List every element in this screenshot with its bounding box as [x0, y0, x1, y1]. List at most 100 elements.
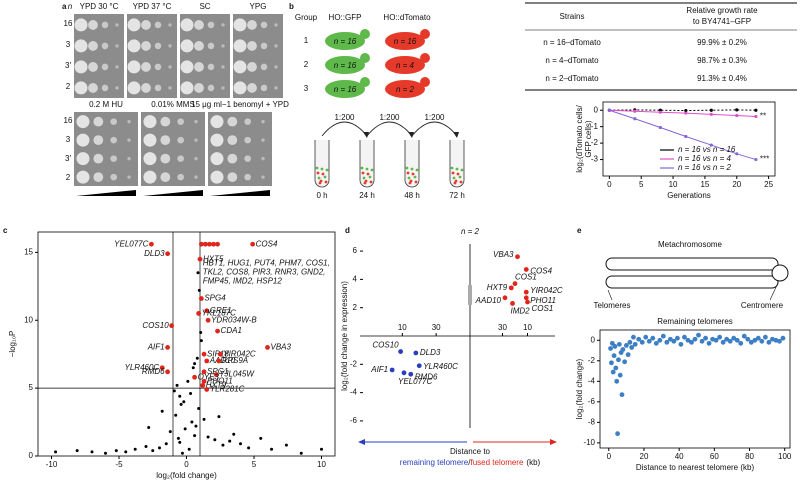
marker: [709, 108, 713, 112]
tomato-bud: [420, 29, 430, 39]
x-tick-label: 80: [745, 452, 754, 461]
point: [629, 345, 635, 350]
dilution-label: 1:200: [334, 113, 355, 122]
point: [609, 360, 614, 366]
row-label: 3′: [65, 61, 71, 70]
series-line: [609, 109, 756, 117]
point-label: AAD10: [475, 296, 502, 305]
point: [180, 451, 184, 455]
colony-spot: [88, 41, 98, 51]
colony-spot: [110, 155, 117, 162]
y-tick-label: -8: [588, 417, 596, 426]
colony-spot: [93, 153, 104, 164]
tomato-cell: [385, 80, 425, 98]
point: [54, 450, 58, 454]
pointer: [607, 289, 613, 301]
colony-spot: [177, 136, 184, 144]
colony-spot: [227, 116, 238, 127]
point: [193, 362, 197, 366]
colony-spot: [194, 83, 204, 93]
gfp-bud: [360, 53, 370, 63]
panel-letter: a: [62, 2, 67, 11]
tube-cell: [321, 172, 325, 176]
point: [178, 440, 182, 444]
x-axis-label-part: remaining telomere: [400, 458, 469, 467]
point: [614, 378, 620, 384]
point-label: IMD2: [511, 307, 531, 316]
colony-spot: [115, 44, 119, 48]
tube-cell: [458, 175, 462, 179]
tube-cell: [369, 180, 373, 184]
colony-spot: [274, 65, 278, 69]
tube-cell: [410, 167, 414, 171]
colony-spot: [247, 83, 257, 93]
dilution-wedge: [143, 190, 203, 196]
colony-spot: [76, 152, 90, 166]
table-cell: n = 2–dTomato: [545, 74, 599, 83]
tube-cell: [459, 180, 463, 184]
marker: [754, 157, 758, 162]
point: [717, 334, 723, 340]
plate-header: YPG: [250, 2, 267, 11]
point: [675, 335, 680, 341]
point: [186, 379, 190, 383]
row-label: 16: [64, 19, 73, 28]
point: [202, 417, 206, 421]
colony-spot: [93, 116, 104, 127]
point: [165, 251, 171, 257]
colony-spot: [274, 86, 278, 90]
point: [612, 344, 618, 349]
tube-cell: [365, 167, 369, 171]
point: [201, 378, 207, 384]
point: [133, 447, 137, 451]
y-axis-label: log₂(dTomato cells/: [575, 104, 584, 172]
colony-spot: [227, 153, 238, 164]
x-tick-label: -5: [115, 460, 123, 469]
point: [104, 451, 107, 455]
point-label: COS10: [142, 321, 169, 330]
panel-letter: e: [577, 226, 582, 235]
colony-spot: [168, 86, 172, 90]
colony-spot: [160, 135, 171, 146]
point: [613, 365, 619, 371]
colony-spot: [93, 135, 104, 146]
legend-label: n = 16 vs n = 4: [678, 154, 731, 163]
colony-spot: [194, 41, 204, 51]
colony-spot: [74, 81, 88, 95]
colony-spot: [194, 20, 204, 30]
colony-spot: [244, 173, 251, 181]
gfp-label: n = 16: [334, 37, 357, 46]
y-tick-label: 10: [24, 315, 33, 324]
colony-spot: [177, 173, 184, 181]
point-label: YKL187C: [202, 309, 236, 318]
colony-spot: [244, 136, 251, 144]
colony-spot: [210, 170, 224, 184]
colony-spot: [154, 63, 162, 71]
point: [206, 435, 210, 439]
y-tick-label: 0: [29, 451, 34, 460]
point: [752, 337, 758, 343]
point: [401, 370, 407, 376]
tube-cell: [362, 176, 366, 180]
point: [198, 241, 204, 247]
transfer-arrow: [321, 121, 368, 137]
point: [178, 394, 182, 398]
point: [727, 338, 733, 344]
point: [523, 267, 529, 272]
point: [720, 339, 726, 345]
tomato-label: n = 16: [394, 37, 417, 46]
plot-frame: [602, 101, 776, 177]
table-header: Strains: [560, 12, 585, 21]
tube-cell: [363, 181, 367, 185]
marker: [607, 108, 611, 112]
point: [175, 383, 179, 387]
table-header: to BY4741–GFP: [693, 17, 751, 26]
point: [625, 352, 631, 358]
colony-spot: [180, 60, 194, 74]
point-label: AAD10: [209, 356, 236, 365]
x-tick-label: 100: [778, 452, 792, 461]
annotation: FMP45, IMD2, HSP12: [203, 276, 283, 285]
point-label: AIF1: [147, 343, 165, 352]
point: [250, 241, 256, 247]
marker: [684, 134, 688, 139]
